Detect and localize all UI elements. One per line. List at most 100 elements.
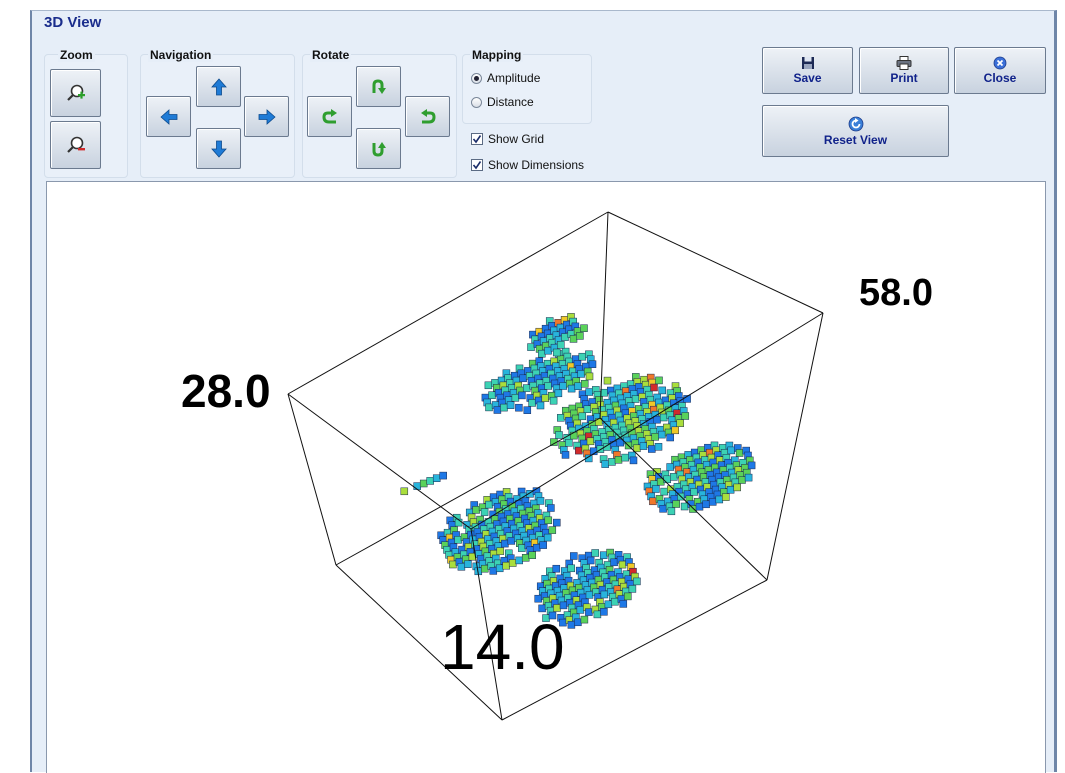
voxel xyxy=(507,537,516,545)
voxel xyxy=(670,473,678,481)
voxel xyxy=(715,495,724,504)
voxel xyxy=(618,560,627,569)
voxel xyxy=(578,352,587,361)
checkmark-icon xyxy=(472,161,482,170)
show-grid-option[interactable]: Show Grid xyxy=(471,132,544,146)
voxel xyxy=(559,382,567,390)
voxel xyxy=(708,498,717,506)
voxel xyxy=(515,556,523,565)
voxel xyxy=(663,475,671,484)
voxel xyxy=(619,600,628,608)
rotate-down-icon xyxy=(372,141,386,157)
rotate-down-button[interactable] xyxy=(356,128,401,169)
show-grid-label: Show Grid xyxy=(488,132,545,146)
voxel xyxy=(561,451,570,459)
voxel xyxy=(536,401,545,410)
voxel xyxy=(528,399,536,407)
voxel xyxy=(569,335,578,343)
zoom-out-button[interactable] xyxy=(50,121,101,169)
voxel xyxy=(480,508,489,516)
voxel xyxy=(614,456,623,464)
voxel xyxy=(601,460,609,468)
rotate-left-button[interactable] xyxy=(307,96,352,137)
voxel xyxy=(426,477,434,485)
zoom-in-button[interactable] xyxy=(50,69,101,117)
voxel xyxy=(593,610,602,619)
show-dimensions-checkbox[interactable] xyxy=(471,159,483,171)
voxel xyxy=(523,406,532,414)
box-edge xyxy=(335,417,601,566)
voxel xyxy=(580,615,589,624)
voxel xyxy=(735,449,744,457)
voxel xyxy=(449,560,457,569)
voxel xyxy=(570,552,578,560)
show-dimensions-option[interactable]: Show Dimensions xyxy=(471,158,584,172)
voxel xyxy=(489,567,498,575)
voxel xyxy=(565,439,573,447)
navigate-up-button[interactable] xyxy=(196,66,241,107)
voxel xyxy=(585,591,594,599)
voxel xyxy=(552,564,561,573)
mapping-amplitude-option[interactable]: Amplitude xyxy=(471,71,540,85)
box-edge xyxy=(287,211,609,395)
voxel xyxy=(633,577,641,586)
voxel xyxy=(522,384,531,392)
distance-radio[interactable] xyxy=(471,96,482,108)
voxel xyxy=(500,403,508,412)
3d-view-window: 3D View Zoom Navigation xyxy=(30,10,1057,773)
box-edge xyxy=(599,417,768,581)
navigate-right-button[interactable] xyxy=(244,96,289,137)
voxel xyxy=(481,564,489,573)
voxel xyxy=(747,461,756,470)
voxel xyxy=(555,431,563,439)
print-button[interactable]: Print xyxy=(859,47,949,94)
box-edge xyxy=(470,312,824,530)
voxel xyxy=(676,419,684,427)
voxel xyxy=(600,590,609,599)
navigate-left-button[interactable] xyxy=(146,96,191,137)
3d-scene[interactable] xyxy=(47,182,1046,773)
voxel xyxy=(554,389,563,398)
voxel xyxy=(496,547,505,555)
show-grid-checkbox[interactable] xyxy=(471,133,483,145)
navigate-down-button[interactable] xyxy=(196,128,241,169)
voxel xyxy=(552,348,561,357)
rotate-up-icon xyxy=(372,78,386,94)
rotate-right-button[interactable] xyxy=(405,96,450,137)
arrow-left-icon xyxy=(159,108,177,125)
rotate-up-button[interactable] xyxy=(356,66,401,107)
mapping-distance-option[interactable]: Distance xyxy=(471,95,534,109)
voxel xyxy=(722,493,730,501)
dimension-label-height: 14.0 xyxy=(440,611,565,683)
voxel xyxy=(553,518,561,527)
voxel xyxy=(518,544,526,552)
voxel xyxy=(521,554,530,562)
voxel xyxy=(621,453,629,462)
save-button[interactable]: Save xyxy=(762,47,853,94)
reset-view-button[interactable]: Reset View xyxy=(762,105,949,157)
voxel xyxy=(680,502,689,511)
3d-viewport[interactable]: 28.0 58.0 14.0 xyxy=(46,181,1046,773)
box-edge xyxy=(287,393,337,566)
voxel xyxy=(580,324,588,332)
mapping-group xyxy=(462,54,592,124)
voxel xyxy=(733,483,741,492)
voxel xyxy=(557,414,565,422)
voxel xyxy=(485,500,493,509)
voxel xyxy=(648,445,656,453)
close-button[interactable]: Close xyxy=(954,47,1046,94)
voxel xyxy=(702,500,710,509)
voxel xyxy=(557,341,565,349)
voxel xyxy=(608,458,616,466)
voxel xyxy=(501,539,509,548)
box-edge xyxy=(470,528,503,721)
voxel xyxy=(532,543,541,552)
voxel xyxy=(671,426,679,435)
voxel xyxy=(600,388,608,397)
voxel xyxy=(576,332,584,340)
navigation-group-label: Navigation xyxy=(148,48,214,62)
distance-label: Distance xyxy=(487,95,534,109)
amplitude-radio[interactable] xyxy=(471,72,482,84)
window-title: 3D View xyxy=(44,14,102,31)
voxel xyxy=(548,526,557,534)
